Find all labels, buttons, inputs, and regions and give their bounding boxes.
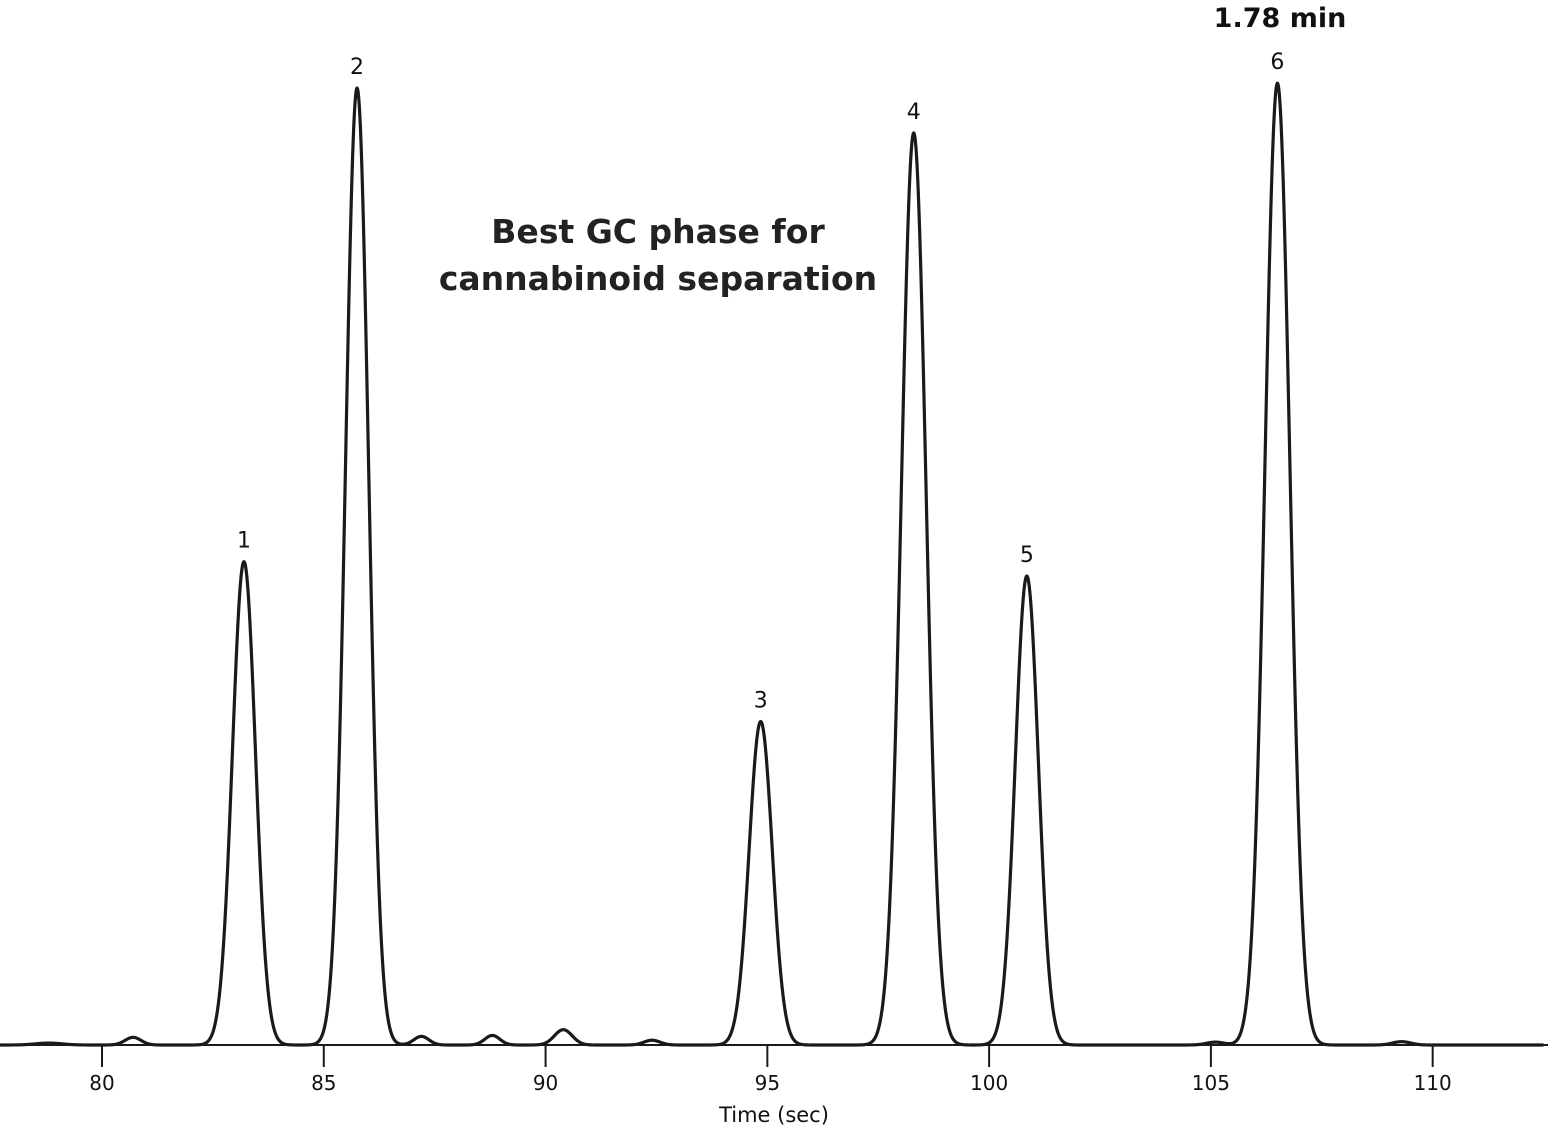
x-tick-label: 110 <box>1414 1071 1452 1095</box>
x-tick-label: 105 <box>1192 1071 1230 1095</box>
peak-label: 4 <box>907 100 921 125</box>
peak-label: 2 <box>350 55 364 80</box>
peak-label: 5 <box>1020 543 1034 568</box>
peak-label: 3 <box>754 689 768 714</box>
peak-labels: 1 2 3 4 5 6 <box>237 50 1284 713</box>
annotation-line-2: cannabinoid separation <box>439 259 877 298</box>
peak-label: 1 <box>237 529 251 554</box>
chromatogram-trace <box>0 81 1545 1047</box>
run-time-annotation: 1.78 min <box>1214 3 1347 34</box>
annotation-text: Best GC phase for cannabinoid separation <box>439 212 877 298</box>
x-tick-label: 80 <box>89 1071 114 1095</box>
x-tick-label: 95 <box>755 1071 780 1095</box>
x-axis-label: Time (sec) <box>718 1103 829 1127</box>
x-axis-ticks: 80 85 90 95 100 105 110 <box>89 1045 1452 1095</box>
x-tick-label: 100 <box>970 1071 1008 1095</box>
peak-label: 6 <box>1270 50 1284 75</box>
x-tick-label: 90 <box>533 1071 558 1095</box>
annotation-line-1: Best GC phase for <box>491 212 825 251</box>
x-tick-label: 85 <box>311 1071 336 1095</box>
